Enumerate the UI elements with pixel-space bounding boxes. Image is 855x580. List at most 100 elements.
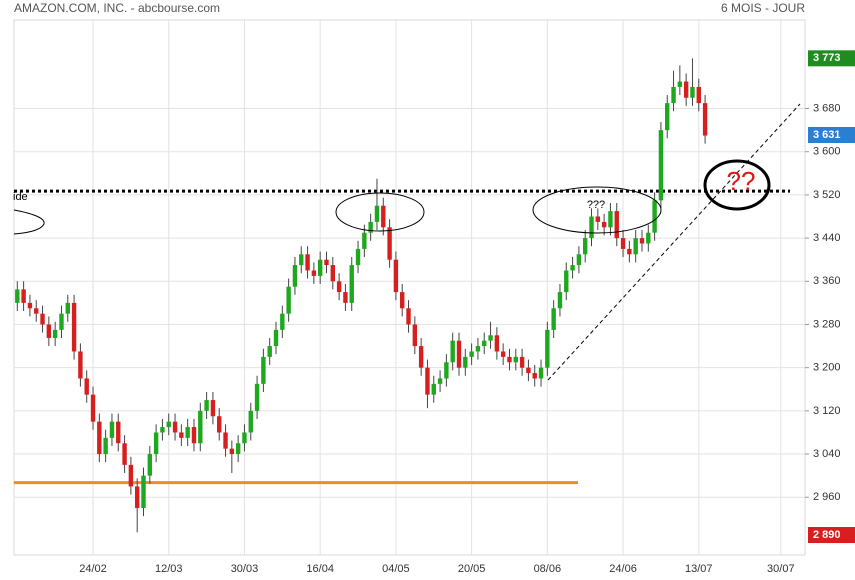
candle-body [267,346,272,357]
candle-body [223,432,228,449]
ellipse [532,186,662,234]
candle-body [40,313,45,325]
candle-body [545,329,550,368]
candle-body [526,367,531,374]
candle-body [387,227,392,260]
candle-body [116,421,121,444]
candle-body [286,286,291,314]
candle-body [172,421,178,433]
candle-body [27,302,33,309]
ellipse-partial [13,209,45,235]
candle-body [400,292,405,309]
y-tick-label: 3 040 [813,448,841,460]
y-tick-label: 3 680 [813,102,841,114]
y-tick-label: 3 600 [813,146,841,158]
y-tick-label: 3 280 [813,318,841,330]
candle-body [191,427,197,444]
candle-body [538,367,544,379]
candle-body [570,265,575,271]
candle-body [235,443,241,455]
candle-body [311,270,317,276]
plot-frame [13,19,806,556]
y-tick-label: 2 960 [813,491,841,503]
candle-body [141,475,146,509]
y-tick-label: 3 120 [813,405,841,417]
candle-body [475,346,481,352]
candle-body [564,270,569,293]
candle-body [583,238,588,255]
candle-body [658,130,664,201]
trend-line [547,103,801,381]
candle-body [494,335,500,352]
candle-body [488,335,493,341]
candle-body [128,464,134,487]
candle-body [317,259,323,276]
candle-body [690,86,695,98]
candle-body [702,103,708,136]
candle-body [46,324,52,338]
candle-body [248,410,253,433]
candle-body [122,443,127,465]
candle-body [229,448,235,455]
candle-body [444,362,449,379]
candle-body [273,329,279,347]
candle-body [482,340,487,347]
candle-body [179,432,184,438]
candle-body [683,81,689,98]
candle-body [368,221,373,233]
candle-body [608,211,613,228]
candle-body [513,356,518,363]
candle-body [437,378,443,384]
candle-body [324,259,329,266]
x-tick-label: 30/07 [767,563,795,575]
candle-body [97,421,102,455]
candle-body [456,340,462,368]
candle-body [557,292,563,309]
candle-body [204,400,209,411]
x-tick-label: 24/02 [79,563,107,575]
candle-body [393,259,399,293]
candle-body [34,308,39,314]
candle-body [532,373,537,379]
annotation: ?? [727,166,756,196]
x-tick-label: 24/06 [609,563,637,575]
candle-body [210,400,216,417]
candle-body [254,383,260,411]
chart-subtitle: 6 MOIS - JOUR [721,1,805,15]
candle-body [463,356,468,368]
candle-body [109,421,115,438]
candle-body [589,216,594,239]
price-marker-label: 3 773 [813,52,841,64]
candle-body [412,324,418,347]
y-tick-label: 3 520 [813,189,841,201]
candle-body [134,486,140,509]
candle-body [418,346,424,368]
candle-body [469,351,474,357]
y-tick-label: 3 440 [813,232,841,244]
price-marker [808,50,855,67]
candle-body [343,292,348,303]
price-marker [808,126,855,143]
x-tick-label: 30/03 [231,563,259,575]
candle-body [147,454,153,476]
candle-body [381,205,386,228]
candle-body [65,302,70,314]
candle-body [153,432,159,455]
candle-body [601,221,607,228]
x-tick-label: 04/05 [382,563,410,575]
ellipse [703,159,771,211]
candle-body [639,238,645,244]
candle-body [406,308,411,325]
candle-body [15,289,20,303]
candle-body [71,302,77,352]
x-tick-label: 16/04 [306,563,334,575]
candle-body [614,211,619,239]
candle-body [185,427,190,438]
candle-body [677,81,683,87]
annotation: ide [13,191,28,203]
candle-body [362,232,367,249]
candle-body [280,313,285,330]
candle-body [330,265,335,282]
candle-body [261,356,266,384]
